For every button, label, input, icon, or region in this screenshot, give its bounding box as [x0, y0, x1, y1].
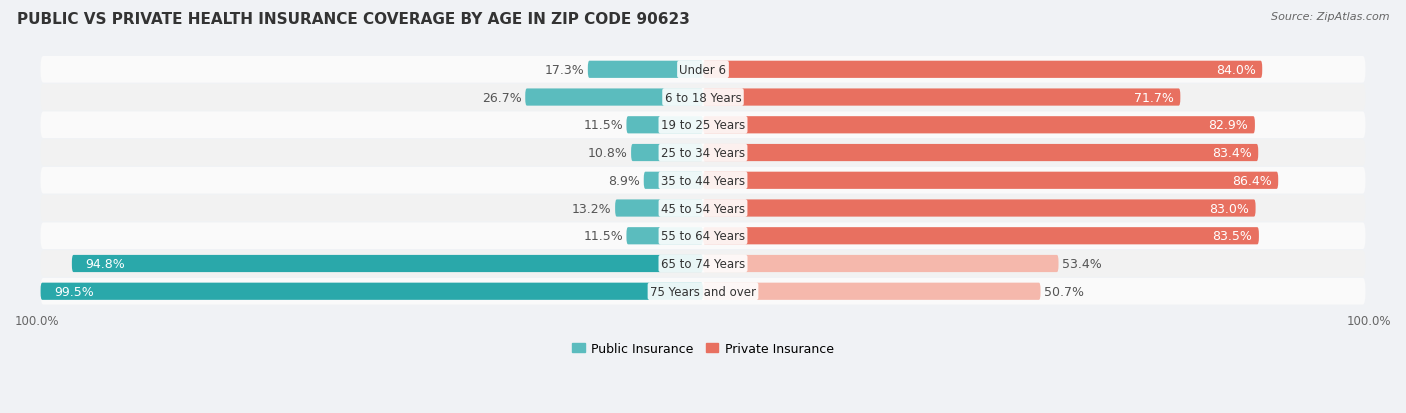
- Text: 19 to 25 Years: 19 to 25 Years: [661, 119, 745, 132]
- Text: 11.5%: 11.5%: [583, 119, 623, 132]
- FancyBboxPatch shape: [703, 255, 1059, 273]
- Text: 83.5%: 83.5%: [1212, 230, 1253, 243]
- FancyBboxPatch shape: [703, 172, 1278, 190]
- FancyBboxPatch shape: [703, 145, 1258, 162]
- Text: 45 to 54 Years: 45 to 54 Years: [661, 202, 745, 215]
- Text: PUBLIC VS PRIVATE HEALTH INSURANCE COVERAGE BY AGE IN ZIP CODE 90623: PUBLIC VS PRIVATE HEALTH INSURANCE COVER…: [17, 12, 690, 27]
- FancyBboxPatch shape: [703, 228, 1258, 245]
- Legend: Public Insurance, Private Insurance: Public Insurance, Private Insurance: [567, 337, 839, 360]
- Text: 99.5%: 99.5%: [53, 285, 94, 298]
- FancyBboxPatch shape: [41, 195, 1365, 222]
- FancyBboxPatch shape: [644, 172, 703, 190]
- FancyBboxPatch shape: [614, 200, 703, 217]
- Text: 26.7%: 26.7%: [482, 91, 522, 104]
- FancyBboxPatch shape: [703, 89, 1181, 107]
- Text: 50.7%: 50.7%: [1043, 285, 1084, 298]
- FancyBboxPatch shape: [41, 112, 1365, 139]
- FancyBboxPatch shape: [588, 62, 703, 79]
- Text: 83.0%: 83.0%: [1209, 202, 1249, 215]
- Text: 94.8%: 94.8%: [86, 257, 125, 271]
- FancyBboxPatch shape: [703, 200, 1256, 217]
- FancyBboxPatch shape: [41, 57, 1365, 83]
- Text: 86.4%: 86.4%: [1232, 174, 1271, 188]
- Text: 82.9%: 82.9%: [1209, 119, 1249, 132]
- Text: 11.5%: 11.5%: [583, 230, 623, 243]
- Text: 35 to 44 Years: 35 to 44 Years: [661, 174, 745, 188]
- Text: 55 to 64 Years: 55 to 64 Years: [661, 230, 745, 243]
- FancyBboxPatch shape: [703, 62, 1263, 79]
- Text: 25 to 34 Years: 25 to 34 Years: [661, 147, 745, 160]
- FancyBboxPatch shape: [41, 223, 1365, 249]
- Text: 65 to 74 Years: 65 to 74 Years: [661, 257, 745, 271]
- Text: Source: ZipAtlas.com: Source: ZipAtlas.com: [1271, 12, 1389, 22]
- FancyBboxPatch shape: [627, 228, 703, 245]
- FancyBboxPatch shape: [631, 145, 703, 162]
- FancyBboxPatch shape: [526, 89, 703, 107]
- FancyBboxPatch shape: [627, 117, 703, 134]
- Text: 83.4%: 83.4%: [1212, 147, 1251, 160]
- FancyBboxPatch shape: [72, 255, 703, 273]
- FancyBboxPatch shape: [41, 168, 1365, 194]
- Text: 75 Years and over: 75 Years and over: [650, 285, 756, 298]
- Text: 53.4%: 53.4%: [1062, 257, 1101, 271]
- FancyBboxPatch shape: [41, 278, 1365, 305]
- FancyBboxPatch shape: [703, 283, 1040, 300]
- Text: 17.3%: 17.3%: [544, 64, 585, 76]
- FancyBboxPatch shape: [703, 117, 1256, 134]
- Text: 10.8%: 10.8%: [588, 147, 627, 160]
- FancyBboxPatch shape: [41, 283, 703, 300]
- Text: 8.9%: 8.9%: [609, 174, 640, 188]
- Text: 84.0%: 84.0%: [1216, 64, 1256, 76]
- Text: Under 6: Under 6: [679, 64, 727, 76]
- Text: 13.2%: 13.2%: [572, 202, 612, 215]
- Text: 6 to 18 Years: 6 to 18 Years: [665, 91, 741, 104]
- FancyBboxPatch shape: [41, 140, 1365, 166]
- FancyBboxPatch shape: [41, 251, 1365, 277]
- Text: 71.7%: 71.7%: [1133, 91, 1174, 104]
- FancyBboxPatch shape: [41, 85, 1365, 111]
